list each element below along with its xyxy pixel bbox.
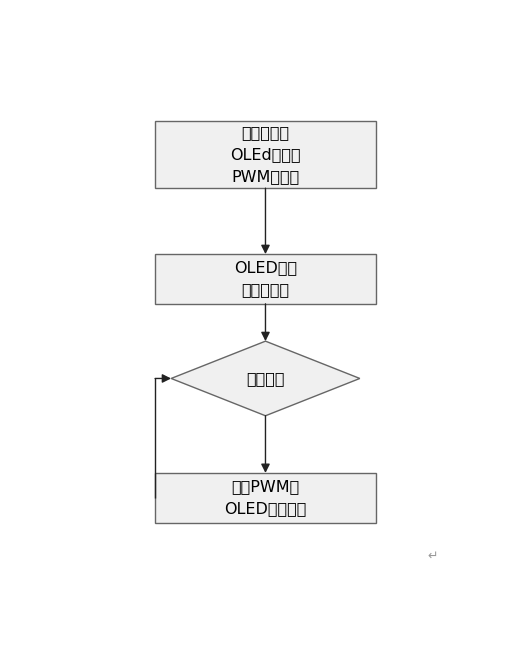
Bar (155, 121, 376, 188)
Text: 按键按下: 按键按下 (246, 371, 285, 386)
Text: 按键初始化
OLEd初始化
PWM初始化: 按键初始化 OLEd初始化 PWM初始化 (230, 125, 301, 184)
Bar (155, 254, 376, 304)
Text: ↵: ↵ (427, 550, 438, 563)
Polygon shape (171, 341, 360, 416)
Text: OLED显示
上电默认值: OLED显示 上电默认值 (234, 260, 297, 298)
Bar (155, 473, 376, 523)
Text: 改变PWM值
OLED刷新显示: 改变PWM值 OLED刷新显示 (224, 479, 307, 516)
